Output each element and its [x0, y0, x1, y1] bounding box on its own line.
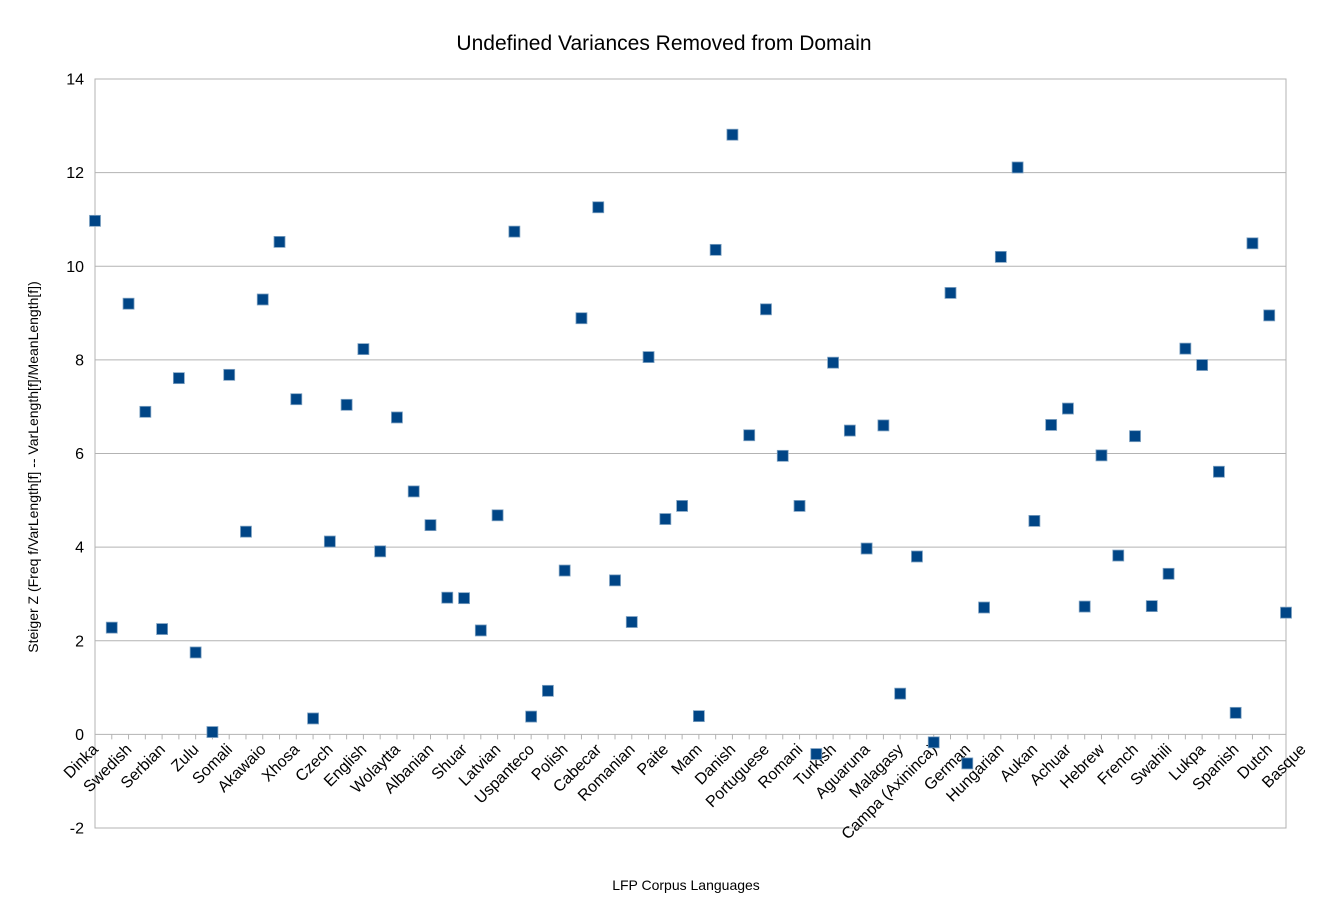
y-tick-label: 14	[66, 72, 84, 89]
data-point	[726, 128, 739, 141]
x-tick-label: Paite	[634, 741, 672, 779]
data-point	[1045, 419, 1058, 431]
data-point	[793, 500, 806, 512]
data-point	[575, 312, 588, 325]
data-point	[592, 201, 605, 214]
data-point	[776, 449, 789, 462]
y-tick-label: 8	[75, 352, 84, 369]
data-point	[458, 592, 470, 605]
data-point	[1162, 567, 1175, 580]
data-point	[676, 500, 689, 512]
data-point	[407, 485, 420, 498]
data-point	[625, 616, 638, 628]
data-point	[659, 513, 672, 525]
data-point	[760, 303, 772, 316]
data-point	[609, 574, 621, 587]
data-point	[1179, 342, 1192, 355]
chart-title: Undefined Variances Removed from Domain	[456, 32, 871, 55]
data-point	[1011, 161, 1024, 174]
y-tick-label: 12	[66, 165, 84, 182]
data-point	[340, 398, 353, 411]
x-tick: Xhosa	[259, 741, 303, 785]
data-point	[1078, 600, 1091, 613]
data-point	[944, 287, 957, 299]
data-point	[978, 601, 990, 614]
data-point	[1129, 430, 1141, 443]
data-point	[1112, 549, 1125, 562]
data-points	[89, 128, 1292, 770]
data-point	[961, 757, 974, 770]
data-point	[1263, 309, 1276, 322]
data-point	[89, 214, 101, 227]
data-point	[156, 623, 168, 635]
data-point	[709, 243, 722, 256]
data-point	[525, 710, 538, 723]
data-point	[1229, 706, 1242, 719]
data-point	[357, 343, 370, 356]
data-point	[290, 393, 303, 406]
data-point	[122, 297, 135, 310]
y-axis-label: Steiger Z (Freq f/VarLength[f] -- VarLen…	[25, 281, 41, 652]
y-tick-label: 2	[75, 633, 84, 650]
data-point	[105, 621, 118, 634]
data-point	[692, 710, 705, 723]
data-point	[307, 712, 319, 725]
data-point	[843, 424, 856, 437]
y-tick-label: 0	[75, 727, 84, 744]
data-point	[323, 535, 336, 548]
data-point	[911, 550, 923, 563]
data-point	[894, 687, 907, 700]
data-point	[1062, 402, 1074, 415]
data-point	[491, 509, 504, 522]
data-point	[558, 564, 571, 577]
data-point	[374, 545, 387, 558]
data-point	[1246, 237, 1259, 250]
data-point	[860, 542, 873, 555]
data-point	[240, 525, 252, 538]
x-axis-label: LFP Corpus Languages	[612, 877, 760, 893]
data-point	[1196, 359, 1209, 371]
x-tick: Paite	[634, 741, 672, 779]
data-point	[827, 356, 839, 369]
plot-area	[94, 78, 1287, 829]
data-point	[508, 225, 521, 238]
data-point	[424, 519, 437, 532]
data-point	[642, 351, 655, 363]
y-tick-label: -2	[70, 821, 84, 838]
data-point	[542, 684, 554, 697]
data-point	[743, 429, 756, 442]
data-point	[1145, 600, 1158, 613]
y-tick-label: 4	[75, 540, 84, 557]
data-point	[223, 368, 236, 381]
data-point	[474, 624, 487, 637]
data-point	[206, 726, 219, 738]
data-point	[927, 736, 940, 749]
data-point	[1280, 606, 1292, 619]
data-point	[441, 591, 454, 604]
data-point	[810, 748, 823, 760]
data-point	[172, 372, 185, 385]
data-point	[139, 405, 152, 418]
data-point	[273, 236, 286, 248]
y-axis-ticks: -2 0 2 4 6 8 10 12 14	[66, 72, 84, 838]
data-point	[391, 411, 403, 424]
data-point	[994, 250, 1007, 263]
data-point	[877, 419, 890, 432]
x-tick-label: Xhosa	[259, 741, 303, 785]
y-tick-label: 6	[75, 446, 84, 463]
data-point	[1213, 465, 1225, 478]
data-point	[256, 293, 269, 306]
y-tick-label: 10	[66, 259, 84, 276]
data-point	[1028, 515, 1041, 527]
data-point	[189, 646, 202, 659]
data-point	[1095, 449, 1108, 462]
